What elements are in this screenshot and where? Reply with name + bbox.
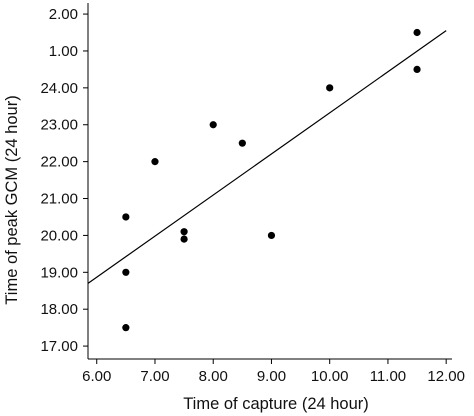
data-point bbox=[238, 139, 246, 147]
data-points bbox=[122, 28, 421, 332]
x-tick-label: 10.00 bbox=[311, 368, 349, 385]
y-tick-label: 17.00 bbox=[40, 338, 78, 355]
y-tick-label: 19.00 bbox=[40, 264, 78, 281]
data-point bbox=[122, 213, 130, 221]
x-tick-label: 8.00 bbox=[199, 368, 228, 385]
trend-line-group bbox=[87, 30, 447, 284]
data-point bbox=[151, 158, 159, 166]
y-axis: 17.00 18.00 19.00 20.00 21.00 22.00 23.00 24.00… bbox=[40, 3, 89, 359]
x-tick-label: 7.00 bbox=[140, 368, 169, 385]
y-tick-label: 1.00 bbox=[49, 43, 78, 60]
x-axis: 6.00 7.00 8.00 9.00 10.00 11.00 12.00 bbox=[82, 358, 465, 385]
x-axis-title: Time of capture (24 hour) bbox=[183, 395, 369, 413]
trend-line bbox=[87, 30, 447, 284]
data-point bbox=[413, 28, 421, 37]
data-point bbox=[122, 268, 130, 276]
data-point bbox=[413, 65, 421, 74]
y-tick-label: 22.00 bbox=[40, 154, 78, 171]
data-point bbox=[326, 84, 334, 92]
y-tick-label: 18.00 bbox=[40, 301, 78, 318]
x-tick-label: 6.00 bbox=[82, 368, 111, 385]
data-point bbox=[180, 228, 188, 236]
x-tick-label: 11.00 bbox=[370, 368, 406, 385]
y-tick-label: 2.00 bbox=[49, 6, 78, 23]
y-tick-label: 24.00 bbox=[40, 80, 78, 97]
x-tick-label: 12.00 bbox=[427, 368, 465, 385]
data-point bbox=[122, 324, 130, 332]
data-point bbox=[267, 231, 276, 240]
data-point bbox=[209, 121, 217, 129]
data-point bbox=[180, 235, 188, 243]
y-tick-label: 23.00 bbox=[40, 117, 78, 134]
x-tick-label: 9.00 bbox=[257, 368, 286, 385]
y-tick-label: 20.00 bbox=[40, 227, 78, 244]
y-axis-title: Time of peak GCM (24 hour) bbox=[3, 95, 21, 304]
y-tick-label: 21.00 bbox=[40, 191, 78, 208]
